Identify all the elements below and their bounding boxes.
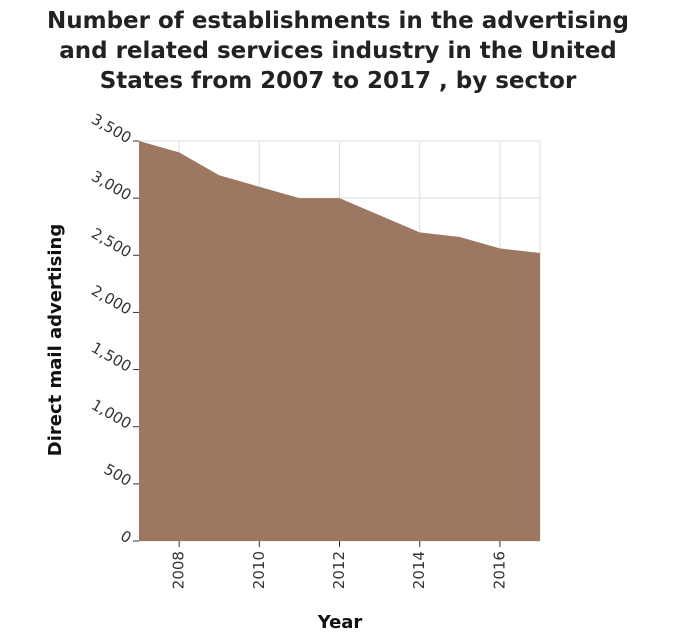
x-axis-title: Year	[317, 612, 363, 633]
y-axis-ticks: 0 500 1,000 1,500 2,000 2,500 3,000 3,500	[88, 110, 139, 547]
y-tick-label: 1,500	[88, 339, 134, 376]
chart-title-line-2: and related services industry in the Uni…	[59, 38, 617, 64]
chart-title-line-3: States from 2007 to 2017 , by sector	[99, 68, 577, 94]
series-areas	[139, 141, 540, 541]
chart-title-line-1: Number of establishments in the advertis…	[47, 8, 629, 34]
x-tick-label: 2014	[410, 551, 428, 589]
chart-title: Number of establishments in the advertis…	[0, 6, 676, 96]
x-axis-ticks: 2008 2010 2012 2014 2016	[170, 541, 508, 589]
y-tick-label: 0	[117, 527, 134, 547]
x-tick-label: 2012	[330, 551, 348, 589]
y-tick-label: 2,500	[88, 224, 134, 261]
x-tick-label: 2016	[490, 551, 508, 589]
y-tick-label: 1,000	[88, 396, 134, 433]
y-tick-label: 3,500	[88, 110, 134, 147]
x-tick-label: 2008	[170, 551, 188, 589]
series-area-direct-mail-advertising	[139, 141, 540, 541]
x-tick-label: 2010	[250, 551, 268, 589]
y-axis-title: Direct mail advertising	[45, 224, 66, 456]
y-tick-label: 2,000	[88, 281, 134, 318]
y-tick-label: 3,000	[88, 167, 134, 204]
y-tick-label: 500	[101, 460, 135, 490]
